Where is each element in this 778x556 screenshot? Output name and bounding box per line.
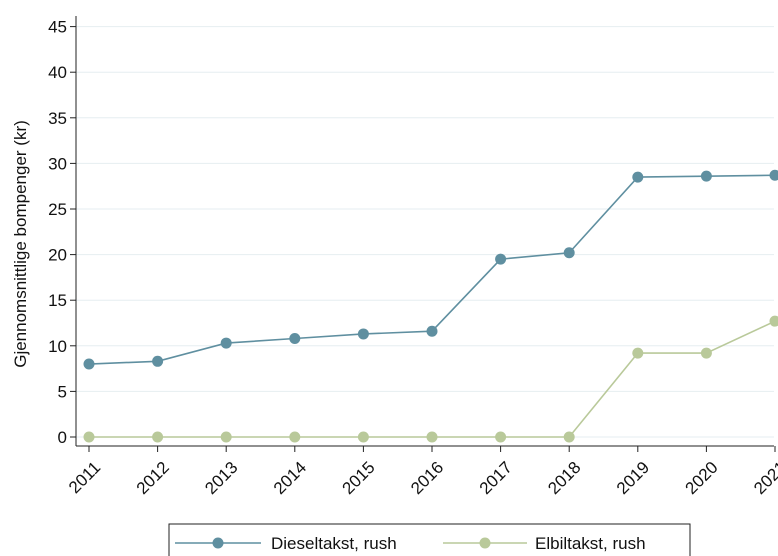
data-point	[563, 431, 575, 443]
series-line	[89, 320, 776, 438]
data-point	[83, 358, 95, 370]
x-tick-label: 2014	[270, 458, 310, 498]
data-point	[357, 431, 369, 443]
y-tick-label: 15	[48, 291, 67, 310]
data-point	[152, 355, 164, 367]
legend-label: Elbiltakst, rush	[535, 534, 646, 553]
y-tick-label: 45	[48, 18, 67, 37]
legend-box	[168, 523, 691, 556]
data-point	[426, 431, 438, 443]
data-point	[769, 315, 778, 327]
data-point	[289, 431, 301, 443]
y-tick-label: 25	[48, 200, 67, 219]
y-tick-label: 30	[48, 154, 67, 173]
x-tick-label: 2016	[407, 458, 447, 498]
legend-swatch-marker	[479, 537, 491, 549]
x-tick-label: 2012	[133, 458, 173, 498]
data-point	[152, 431, 164, 443]
x-tick-label: 2015	[339, 458, 379, 498]
data-point	[632, 171, 644, 183]
x-tick-label: 2011	[65, 458, 104, 497]
data-point	[289, 333, 301, 345]
y-tick-label: 0	[58, 428, 67, 447]
legend-swatch-marker	[212, 537, 224, 549]
data-point	[357, 328, 369, 340]
data-point	[700, 170, 712, 182]
x-tick-label: 2017	[476, 458, 516, 498]
y-tick-label: 40	[48, 63, 67, 82]
data-point	[220, 337, 232, 349]
data-point	[426, 325, 438, 337]
y-tick-label: 5	[58, 382, 67, 401]
series-layer	[83, 169, 778, 443]
data-point	[700, 347, 712, 359]
y-tick-label: 10	[48, 337, 67, 356]
x-tick-label: 2020	[682, 458, 722, 498]
y-axis-title: Gjennomsnittlige bompenger (kr)	[11, 120, 30, 368]
x-tick-label: 2019	[613, 458, 653, 498]
data-point	[220, 431, 232, 443]
grid-lines	[76, 26, 774, 438]
y-axis: 0 5 10 15 20 25 30 35 40 45	[48, 16, 77, 447]
data-point	[632, 347, 644, 359]
x-tick-label: 2021	[750, 458, 778, 498]
data-point	[83, 431, 95, 443]
y-tick-label: 35	[48, 109, 67, 128]
legend: Dieseltakst, rush Elbiltakst, rush	[168, 523, 691, 556]
data-point	[495, 253, 507, 265]
data-point	[769, 169, 778, 181]
x-tick-label: 2018	[544, 458, 584, 498]
data-point	[563, 247, 575, 259]
y-tick-label: 20	[48, 246, 67, 265]
x-axis: 2011 2012 2013 2014 2015 2016 2017 2018 2019 2020…	[65, 445, 778, 498]
data-point	[495, 431, 507, 443]
legend-label: Dieseltakst, rush	[271, 534, 397, 553]
x-tick-label: 2013	[201, 458, 241, 498]
